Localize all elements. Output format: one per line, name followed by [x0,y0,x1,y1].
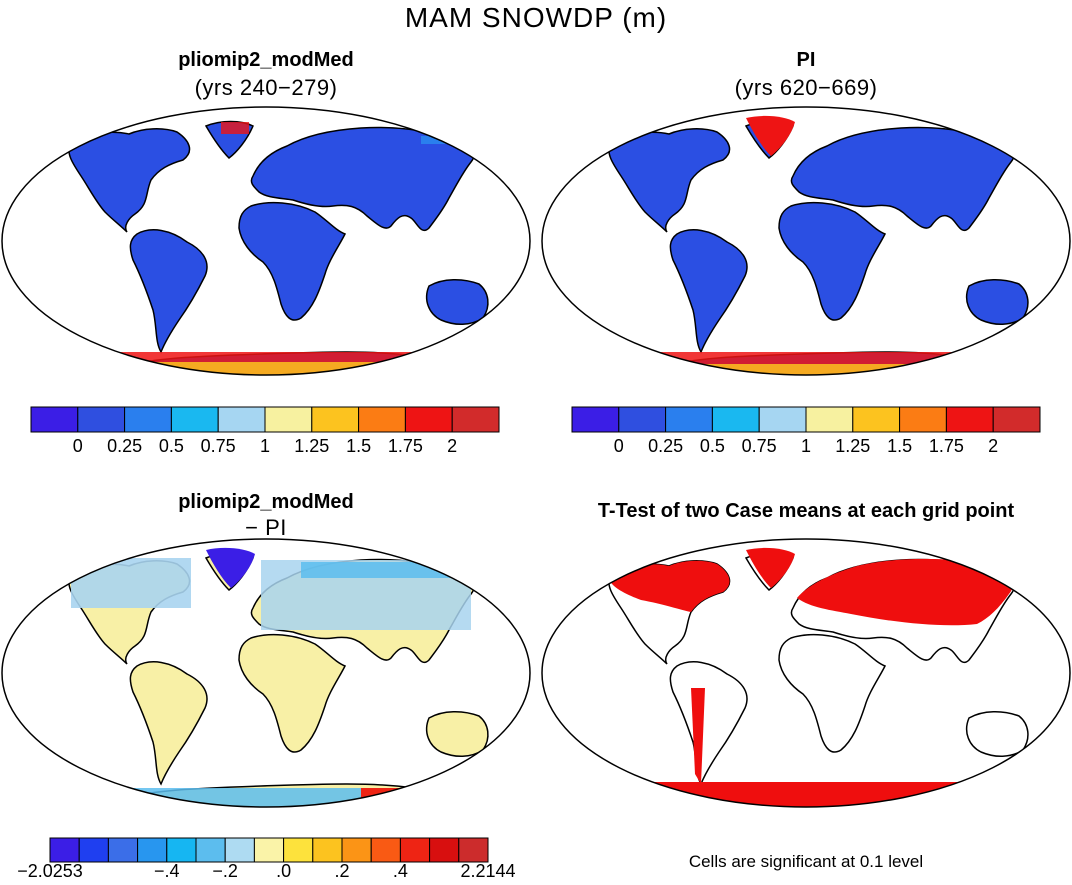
panel-2-subtitle: (yrs 620−669) [734,75,878,100]
colorbar-tick-label: 1.25 [835,436,871,456]
colorbar-swatch [77,406,126,433]
colorbar-swatch [217,406,266,433]
map-panel-1 [1,106,531,376]
figure-title: MAM SNOWDP (m) [404,2,668,33]
colorbar-swatch [195,837,226,863]
colorbar-swatch [805,406,854,433]
colorbar-tick-label: 0.5 [158,436,184,456]
colorbar-swatch [618,406,667,433]
map-panel-2 [541,106,1071,376]
colorbar-tick-label: .0 [276,861,292,881]
colorbar-swatch [665,406,713,433]
colorbar-tick-label: −.2 [212,861,238,881]
colorbar-tick-label: .4 [392,861,408,881]
colorbar-swatch [945,406,994,433]
colorbar-swatch [370,837,401,863]
colorbar-swatch [899,406,947,433]
colorbar-swatch [253,837,285,863]
significant-antarctica [641,782,971,807]
greenland-decrease [206,547,255,588]
colorbar-abs-1 [30,406,500,433]
colorbar-swatch [358,406,406,433]
colorbar-swatch [124,406,172,433]
colorbar-tick-label: 2 [988,436,999,456]
colorbar-swatch [107,837,139,863]
colorbar-tick-label: 1.75 [387,436,423,456]
colorbar-swatch [312,837,343,863]
colorbar-swatch [224,837,255,863]
panel-3-title: pliomip2_modMed [178,491,354,513]
colorbar-tick-label: 1.5 [887,436,913,456]
colorbar-swatch [30,406,79,433]
colorbar-tick-label: 1 [800,436,812,456]
colorbar-swatch [711,406,760,433]
colorbar-diff [49,837,489,863]
colorbar-swatch [399,837,431,863]
panel-2-title: PI [796,49,816,71]
map-panel-4 [541,538,1071,808]
colorbar-swatch [264,406,313,433]
colorbar-tick-label: 0.5 [699,436,725,456]
colorbar-swatch [311,406,360,433]
colorbar-tick-label: −2.0253 [17,861,83,881]
colorbar-swatch [451,406,500,433]
map-border [1,538,531,808]
colorbar-swatch [137,837,168,863]
colorbar-tick-label: .2 [334,861,350,881]
colorbar-tick-label: 0.75 [741,436,777,456]
colorbar-abs-2-ticks: 0 0.25 0.5 0.75 1 1.25 1.5 1.75 2 [572,436,1040,460]
map-border [541,106,1071,376]
colorbar-swatch [283,837,314,863]
colorbar-tick-label: 2.2144 [460,861,516,881]
colorbar-swatch [49,837,80,863]
north-america-decrease [71,558,191,608]
colorbar-tick-label: 0 [72,436,83,456]
colorbar-swatch [78,837,109,863]
significant-greenland [746,547,795,588]
colorbar-swatch [170,406,219,433]
colorbar-tick-label: 1.75 [928,436,964,456]
colorbar-swatch [458,837,489,863]
significant-eurasia [797,558,1013,626]
colorbar-tick-label: −.4 [154,861,180,881]
colorbar-swatch [992,406,1041,433]
colorbar-tick-label: 0.75 [200,436,236,456]
colorbar-tick-label: 1.25 [294,436,330,456]
significance-note: Cells are significant at 0.1 level [688,852,924,871]
panel-1-title: pliomip2_modMed [178,49,354,71]
colorbar-tick-label: 0 [613,436,624,456]
colorbar-swatch [341,837,372,863]
colorbar-swatch [429,837,460,863]
panel-4-title: T-Test of two Case means at each grid po… [597,500,1015,522]
significant-andes [691,688,705,784]
panel-3-subtitle: − PI [245,515,287,540]
colorbar-swatch [166,837,197,863]
colorbar-tick-label: 1.5 [346,436,372,456]
map-border [1,106,531,376]
map-panel-3 [1,538,531,808]
colorbar-tick-label: 1 [259,436,271,456]
panel-1-subtitle: (yrs 240−279) [194,75,338,100]
colorbar-swatch [852,406,901,433]
map-border [541,538,1071,808]
colorbar-tick-label: 0.25 [648,436,684,456]
colorbar-abs-1-ticks: 0 0.25 0.5 0.75 1 1.25 1.5 1.75 2 [31,436,499,460]
colorbar-swatch [404,406,453,433]
colorbar-swatch [758,406,807,433]
colorbar-swatch [571,406,620,433]
colorbar-tick-label: 2 [447,436,458,456]
greenland-snow-high [746,115,795,156]
colorbar-diff-ticks: −2.0253 −.4 −.2 .0 .2 .4 2.2144 [17,861,515,885]
colorbar-abs-2 [571,406,1041,433]
colorbar-tick-label: 0.25 [107,436,143,456]
significant-north-america [609,560,730,612]
